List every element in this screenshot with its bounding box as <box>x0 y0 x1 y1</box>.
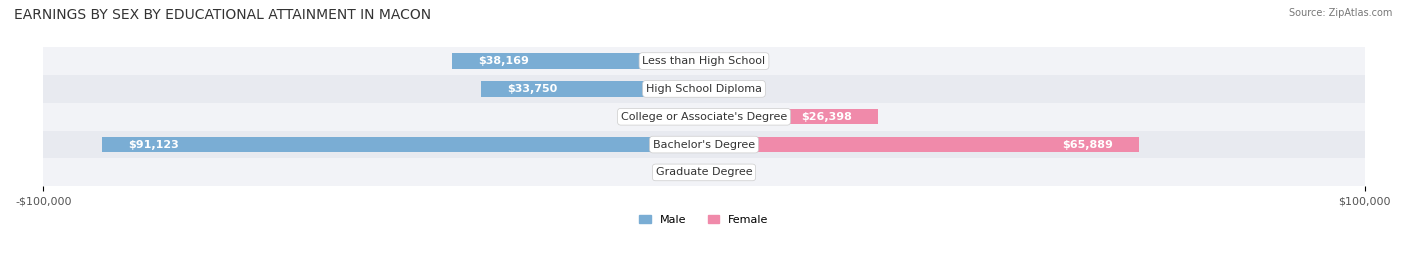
Bar <box>44 158 1365 186</box>
Text: $0: $0 <box>724 168 738 177</box>
Bar <box>704 81 717 96</box>
Bar <box>704 109 879 124</box>
Bar <box>451 53 704 69</box>
Text: $0: $0 <box>724 84 738 94</box>
Bar <box>690 109 704 124</box>
Bar <box>481 81 704 96</box>
Bar <box>101 137 704 152</box>
Text: $26,398: $26,398 <box>801 112 852 122</box>
Text: High School Diploma: High School Diploma <box>645 84 762 94</box>
Bar <box>704 53 717 69</box>
Bar <box>704 137 1139 152</box>
Text: Less than High School: Less than High School <box>643 56 765 66</box>
Bar <box>44 131 1365 158</box>
Bar <box>690 165 704 180</box>
Text: $33,750: $33,750 <box>508 84 558 94</box>
Text: Graduate Degree: Graduate Degree <box>655 168 752 177</box>
Text: $0: $0 <box>671 168 685 177</box>
Text: Bachelor's Degree: Bachelor's Degree <box>652 140 755 150</box>
Bar <box>704 165 717 180</box>
Bar <box>44 103 1365 131</box>
Bar <box>44 47 1365 75</box>
Text: $91,123: $91,123 <box>128 140 179 150</box>
Text: $65,889: $65,889 <box>1062 140 1114 150</box>
Text: Source: ZipAtlas.com: Source: ZipAtlas.com <box>1288 8 1392 18</box>
Legend: Male, Female: Male, Female <box>636 210 773 229</box>
Text: $0: $0 <box>724 56 738 66</box>
Text: $0: $0 <box>671 112 685 122</box>
Text: College or Associate's Degree: College or Associate's Degree <box>621 112 787 122</box>
Bar <box>44 75 1365 103</box>
Text: $38,169: $38,169 <box>478 56 529 66</box>
Text: EARNINGS BY SEX BY EDUCATIONAL ATTAINMENT IN MACON: EARNINGS BY SEX BY EDUCATIONAL ATTAINMEN… <box>14 8 432 22</box>
